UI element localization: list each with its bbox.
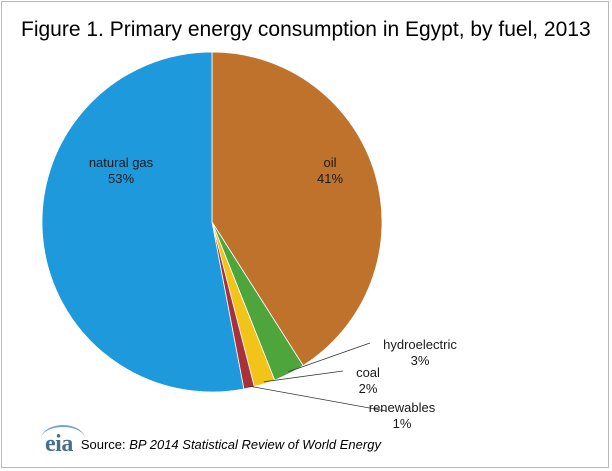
source-work: BP 2014 Statistical Review of World Ener…	[129, 436, 381, 452]
slice-label-natural-gas: natural gas	[89, 155, 154, 170]
pie-slices	[41, 51, 383, 393]
source-text: Source: BP 2014 Statistical Review of Wo…	[81, 437, 381, 452]
source-footer: eia Source: BP 2014 Statistical Review o…	[41, 424, 381, 458]
slice-value-coal: 2%	[359, 381, 378, 396]
slice-label-coal: coal	[356, 365, 380, 380]
slice-value-oil: 41%	[317, 171, 343, 186]
slice-label-oil: oil	[323, 155, 336, 170]
slice-value-hydroelectric: 3%	[411, 353, 430, 368]
pie-slice-oil	[211, 51, 383, 367]
leader-line-hydroelectric	[288, 342, 371, 373]
eia-logo: eia	[41, 424, 85, 458]
logo-arc-icon	[41, 424, 85, 453]
slice-value-natural-gas: 53%	[108, 171, 134, 186]
leader-line-renewables	[248, 385, 387, 412]
leader-lines	[248, 342, 387, 412]
leader-line-coal	[263, 370, 344, 383]
slice-label-hydroelectric: hydroelectric	[383, 337, 457, 352]
slice-value-renewables: 1%	[393, 416, 412, 431]
slice-label-renewables: renewables	[369, 400, 436, 415]
chart-title: Figure 1. Primary energy consumption in …	[21, 18, 591, 41]
source-prefix: Source:	[80, 436, 126, 452]
pie-slice-natural-gas	[41, 51, 245, 393]
